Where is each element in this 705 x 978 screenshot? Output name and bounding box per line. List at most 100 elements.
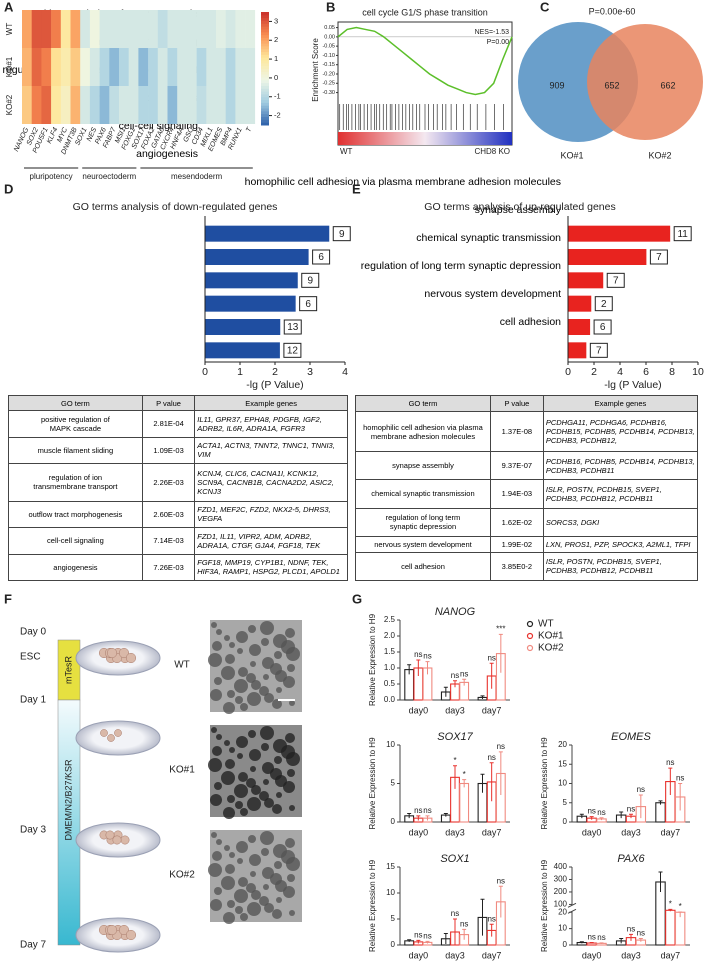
category-label: homophilic cell adhesion via plasma memb… — [244, 175, 561, 188]
x-tick-label: day7 — [482, 950, 502, 960]
colony-image — [234, 679, 248, 693]
error-bar — [462, 928, 467, 940]
colorbar-segment — [261, 79, 269, 84]
heatmap-cell — [206, 48, 217, 86]
colony-image — [287, 769, 295, 777]
colony-image — [240, 808, 248, 816]
heatmap-cell — [31, 48, 42, 86]
panel-label: B — [326, 0, 335, 14]
colorbar-segment — [261, 85, 269, 89]
count-label: 7 — [596, 345, 602, 356]
colorbar-segment — [261, 110, 269, 115]
heatmap-cell — [70, 48, 81, 86]
colorbar-segment — [261, 20, 269, 24]
category-label: angiogenesis — [136, 147, 198, 160]
colony-image — [225, 759, 235, 769]
heatmap-cell — [89, 48, 100, 86]
table-cell: cell adhesion — [355, 551, 491, 582]
x-tick-label: day0 — [409, 950, 429, 960]
count-label: 13 — [287, 322, 299, 333]
significance-label: * — [679, 902, 682, 911]
significance-label: ns — [423, 806, 431, 815]
table-cell: FGF18, MMP19, CYP1B1, NDNF, TEK, HIF3A, … — [194, 553, 348, 582]
y-tick-label: 300 — [554, 875, 568, 884]
bar — [205, 225, 330, 242]
table-header-row: GO term P value Example genes — [8, 394, 348, 412]
bar — [205, 342, 280, 359]
table-row: synapse assembly 9.37E-07 PCDHB16, PCDHB5,… — [355, 451, 699, 481]
day-label: Day 3 — [20, 825, 47, 836]
colony-image — [287, 874, 295, 882]
count-box — [606, 272, 625, 288]
error-bar — [579, 941, 584, 944]
count-box — [332, 226, 351, 242]
colorbar-segment — [261, 96, 269, 101]
colony-image — [235, 906, 243, 914]
error-bar — [498, 885, 503, 918]
table-row: nervous system development 1.99E-02 LXN, P… — [355, 535, 699, 553]
significance-label: ns — [414, 650, 422, 659]
significance-label: *** — [496, 625, 505, 634]
colony-image — [238, 877, 248, 887]
colony-image — [236, 736, 248, 748]
legend-label: KO#2 — [538, 643, 564, 654]
image-label: KO#1 — [169, 765, 195, 776]
x-tick-label: 2 — [272, 366, 278, 378]
colony-image — [237, 858, 243, 864]
venn-set-label: KO#1 — [560, 150, 583, 160]
colony-image — [223, 807, 235, 819]
table-row: cell-cell signaling 7.14E-03 FZD1, IL11, V… — [8, 527, 348, 555]
colony-image — [210, 794, 222, 806]
heatmap-cell — [51, 86, 62, 124]
table-cell: 1.09E-03 — [141, 436, 196, 464]
colony-image — [286, 857, 300, 871]
colony-image — [272, 804, 282, 814]
significance-label: * — [453, 756, 456, 765]
x-tick-label: day0 — [582, 827, 602, 837]
colony-image — [214, 887, 222, 895]
heatmap-cell — [186, 86, 197, 124]
colorbar-segment — [261, 48, 269, 53]
heatmap-cell — [119, 48, 129, 86]
colony-image — [225, 654, 235, 664]
colony-image — [237, 648, 243, 654]
heatmap-row-label: KO#1 — [5, 56, 14, 77]
table-cell: positive regulation of MAPK cascade — [8, 410, 143, 438]
colony-image — [261, 743, 269, 751]
error-bar — [443, 813, 448, 817]
error-bar — [416, 659, 421, 676]
colony-image — [261, 848, 269, 856]
colorbar-segment — [261, 108, 269, 112]
colorbar-segment — [261, 45, 269, 50]
colony-image — [212, 851, 222, 861]
colony-image — [260, 726, 274, 740]
colorbar-segment — [261, 91, 269, 95]
x-tick-label: 2 — [591, 366, 597, 378]
gsea-ytick-label: -0.10 — [322, 53, 335, 59]
colony-image — [262, 657, 274, 669]
colony-image — [224, 740, 230, 746]
x-tick-label: 10 — [692, 366, 704, 378]
colorbar-segment — [261, 93, 269, 98]
significance-label: * — [463, 770, 466, 779]
colorbar-segment — [261, 31, 269, 36]
category-label: synapse assembly — [474, 203, 561, 216]
error-bar — [638, 937, 643, 942]
panel-label: F — [4, 591, 12, 606]
error-bar — [589, 816, 594, 820]
gsea-ytick-label: -0.20 — [322, 71, 335, 77]
count-box — [312, 249, 331, 265]
heatmap-cell — [225, 48, 236, 86]
significance-label: ns — [451, 671, 459, 680]
colony-image — [260, 621, 274, 635]
x-tick-label: day7 — [661, 950, 681, 960]
colony-image — [246, 883, 256, 893]
chart-title: SOX1 — [440, 853, 469, 865]
significance-label: ns — [597, 933, 605, 942]
count-label: 7 — [656, 252, 662, 263]
bar — [205, 295, 296, 312]
table-header-cell: P value — [141, 394, 196, 412]
bar — [205, 319, 281, 335]
error-bar — [668, 908, 673, 912]
y-tick-label: 10 — [386, 740, 395, 749]
